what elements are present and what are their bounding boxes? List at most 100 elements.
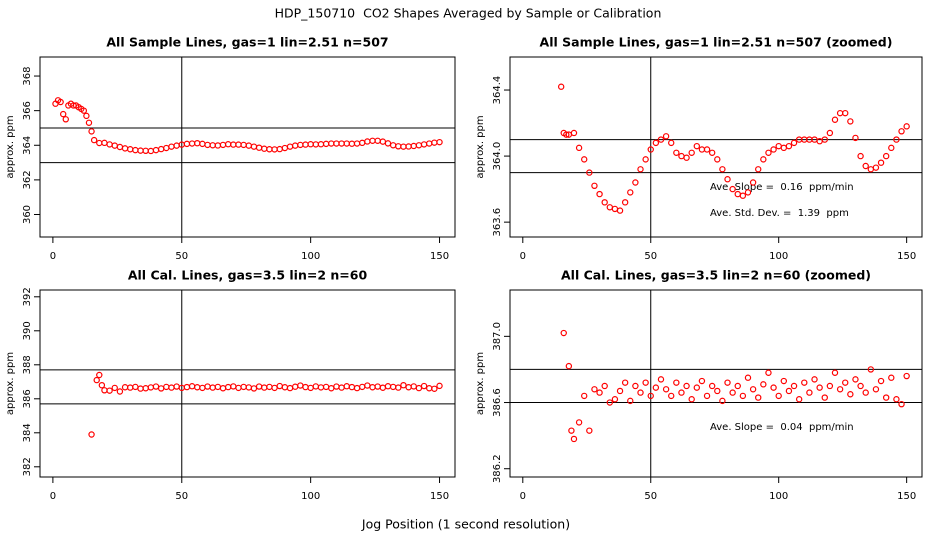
data-point xyxy=(867,366,875,373)
x-tick-label: 0 xyxy=(520,251,526,262)
data-point xyxy=(235,141,242,148)
data-point xyxy=(601,382,608,390)
data-point xyxy=(224,383,232,391)
data-point xyxy=(322,383,330,391)
y-tick-label: 386 xyxy=(22,389,33,408)
data-point xyxy=(410,142,417,150)
data-point xyxy=(379,384,387,391)
data-point xyxy=(168,143,175,150)
data-point xyxy=(734,382,741,390)
data-point xyxy=(749,179,757,186)
x-axis-label: Jog Position (1 second resolution) xyxy=(361,517,570,532)
data-point xyxy=(591,182,598,190)
data-point xyxy=(852,376,859,383)
y-tick-label: 386.6 xyxy=(492,388,503,417)
data-point xyxy=(632,382,639,390)
data-point xyxy=(703,392,711,400)
data-point xyxy=(775,142,782,150)
data-point xyxy=(570,129,578,137)
data-point xyxy=(652,384,660,391)
panel-title: All Cal. Lines, gas=3.5 lin=2 n=60 xyxy=(128,268,368,283)
data-point xyxy=(250,143,258,150)
data-point xyxy=(142,385,149,392)
data-point xyxy=(811,376,818,383)
data-point xyxy=(770,384,777,391)
x-tick-label: 150 xyxy=(430,251,449,262)
data-point xyxy=(426,385,433,392)
data-point xyxy=(765,149,772,156)
data-point xyxy=(338,384,345,391)
data-point xyxy=(168,384,175,391)
data-point xyxy=(627,397,634,405)
y-tick-label: 364 xyxy=(22,136,33,155)
data-point xyxy=(831,369,839,376)
data-point xyxy=(173,142,180,149)
data-point xyxy=(698,377,706,385)
x-tick-label: 100 xyxy=(301,251,320,262)
data-point xyxy=(188,140,196,147)
x-tick-label: 150 xyxy=(897,251,916,262)
data-point xyxy=(678,389,685,396)
data-point xyxy=(836,109,844,117)
data-point xyxy=(266,383,273,391)
data-point xyxy=(121,145,129,152)
y-tick-label: 392 xyxy=(22,287,33,306)
data-point xyxy=(194,139,201,147)
data-point xyxy=(302,383,309,391)
data-point xyxy=(760,156,767,163)
data-point xyxy=(348,383,356,391)
data-point xyxy=(760,381,767,388)
x-tick-label: 50 xyxy=(644,491,657,502)
data-point xyxy=(862,162,869,170)
data-point xyxy=(616,207,624,214)
data-point xyxy=(586,427,593,434)
data-point xyxy=(369,384,376,391)
data-point xyxy=(431,139,438,146)
data-point xyxy=(790,382,798,390)
data-point xyxy=(739,192,747,199)
data-point xyxy=(668,139,675,147)
data-point xyxy=(240,141,247,149)
x-tick-label: 0 xyxy=(520,491,526,502)
data-point xyxy=(703,146,711,153)
y-axis-label: approx. ppm xyxy=(475,352,486,415)
data-point xyxy=(637,166,644,173)
data-point xyxy=(575,419,583,426)
data-point xyxy=(662,133,670,140)
data-point xyxy=(266,146,273,153)
data-point xyxy=(111,142,118,149)
data-point xyxy=(88,128,95,135)
x-tick-label: 0 xyxy=(50,491,56,502)
y-tick-label: 360 xyxy=(22,205,33,224)
y-axis-label: approx. ppm xyxy=(475,115,486,178)
y-tick-label: 366 xyxy=(22,101,33,120)
data-point xyxy=(359,383,366,391)
data-point xyxy=(127,146,134,153)
data-point xyxy=(780,144,788,152)
data-point xyxy=(693,142,701,150)
data-point xyxy=(724,176,731,183)
data-point xyxy=(147,147,155,155)
data-point xyxy=(888,374,895,381)
data-point xyxy=(611,205,619,213)
data-point xyxy=(826,382,834,390)
data-point xyxy=(893,136,900,143)
x-tick-label: 0 xyxy=(50,251,56,262)
x-tick-label: 50 xyxy=(644,251,657,262)
data-point xyxy=(842,109,849,117)
data-point xyxy=(642,379,649,386)
data-point xyxy=(765,369,772,376)
data-point xyxy=(847,118,854,125)
data-point xyxy=(312,141,320,148)
data-point xyxy=(261,145,268,152)
data-point xyxy=(611,396,619,403)
data-point xyxy=(163,144,170,152)
annotation: Ave. Slope = 0.16 ppm/min xyxy=(710,182,854,193)
data-point xyxy=(224,141,232,148)
y-tick-label: 363.6 xyxy=(492,208,503,237)
y-tick-label: 387.0 xyxy=(492,322,503,351)
data-point xyxy=(286,143,294,150)
data-point xyxy=(657,376,665,383)
data-point xyxy=(719,397,726,405)
